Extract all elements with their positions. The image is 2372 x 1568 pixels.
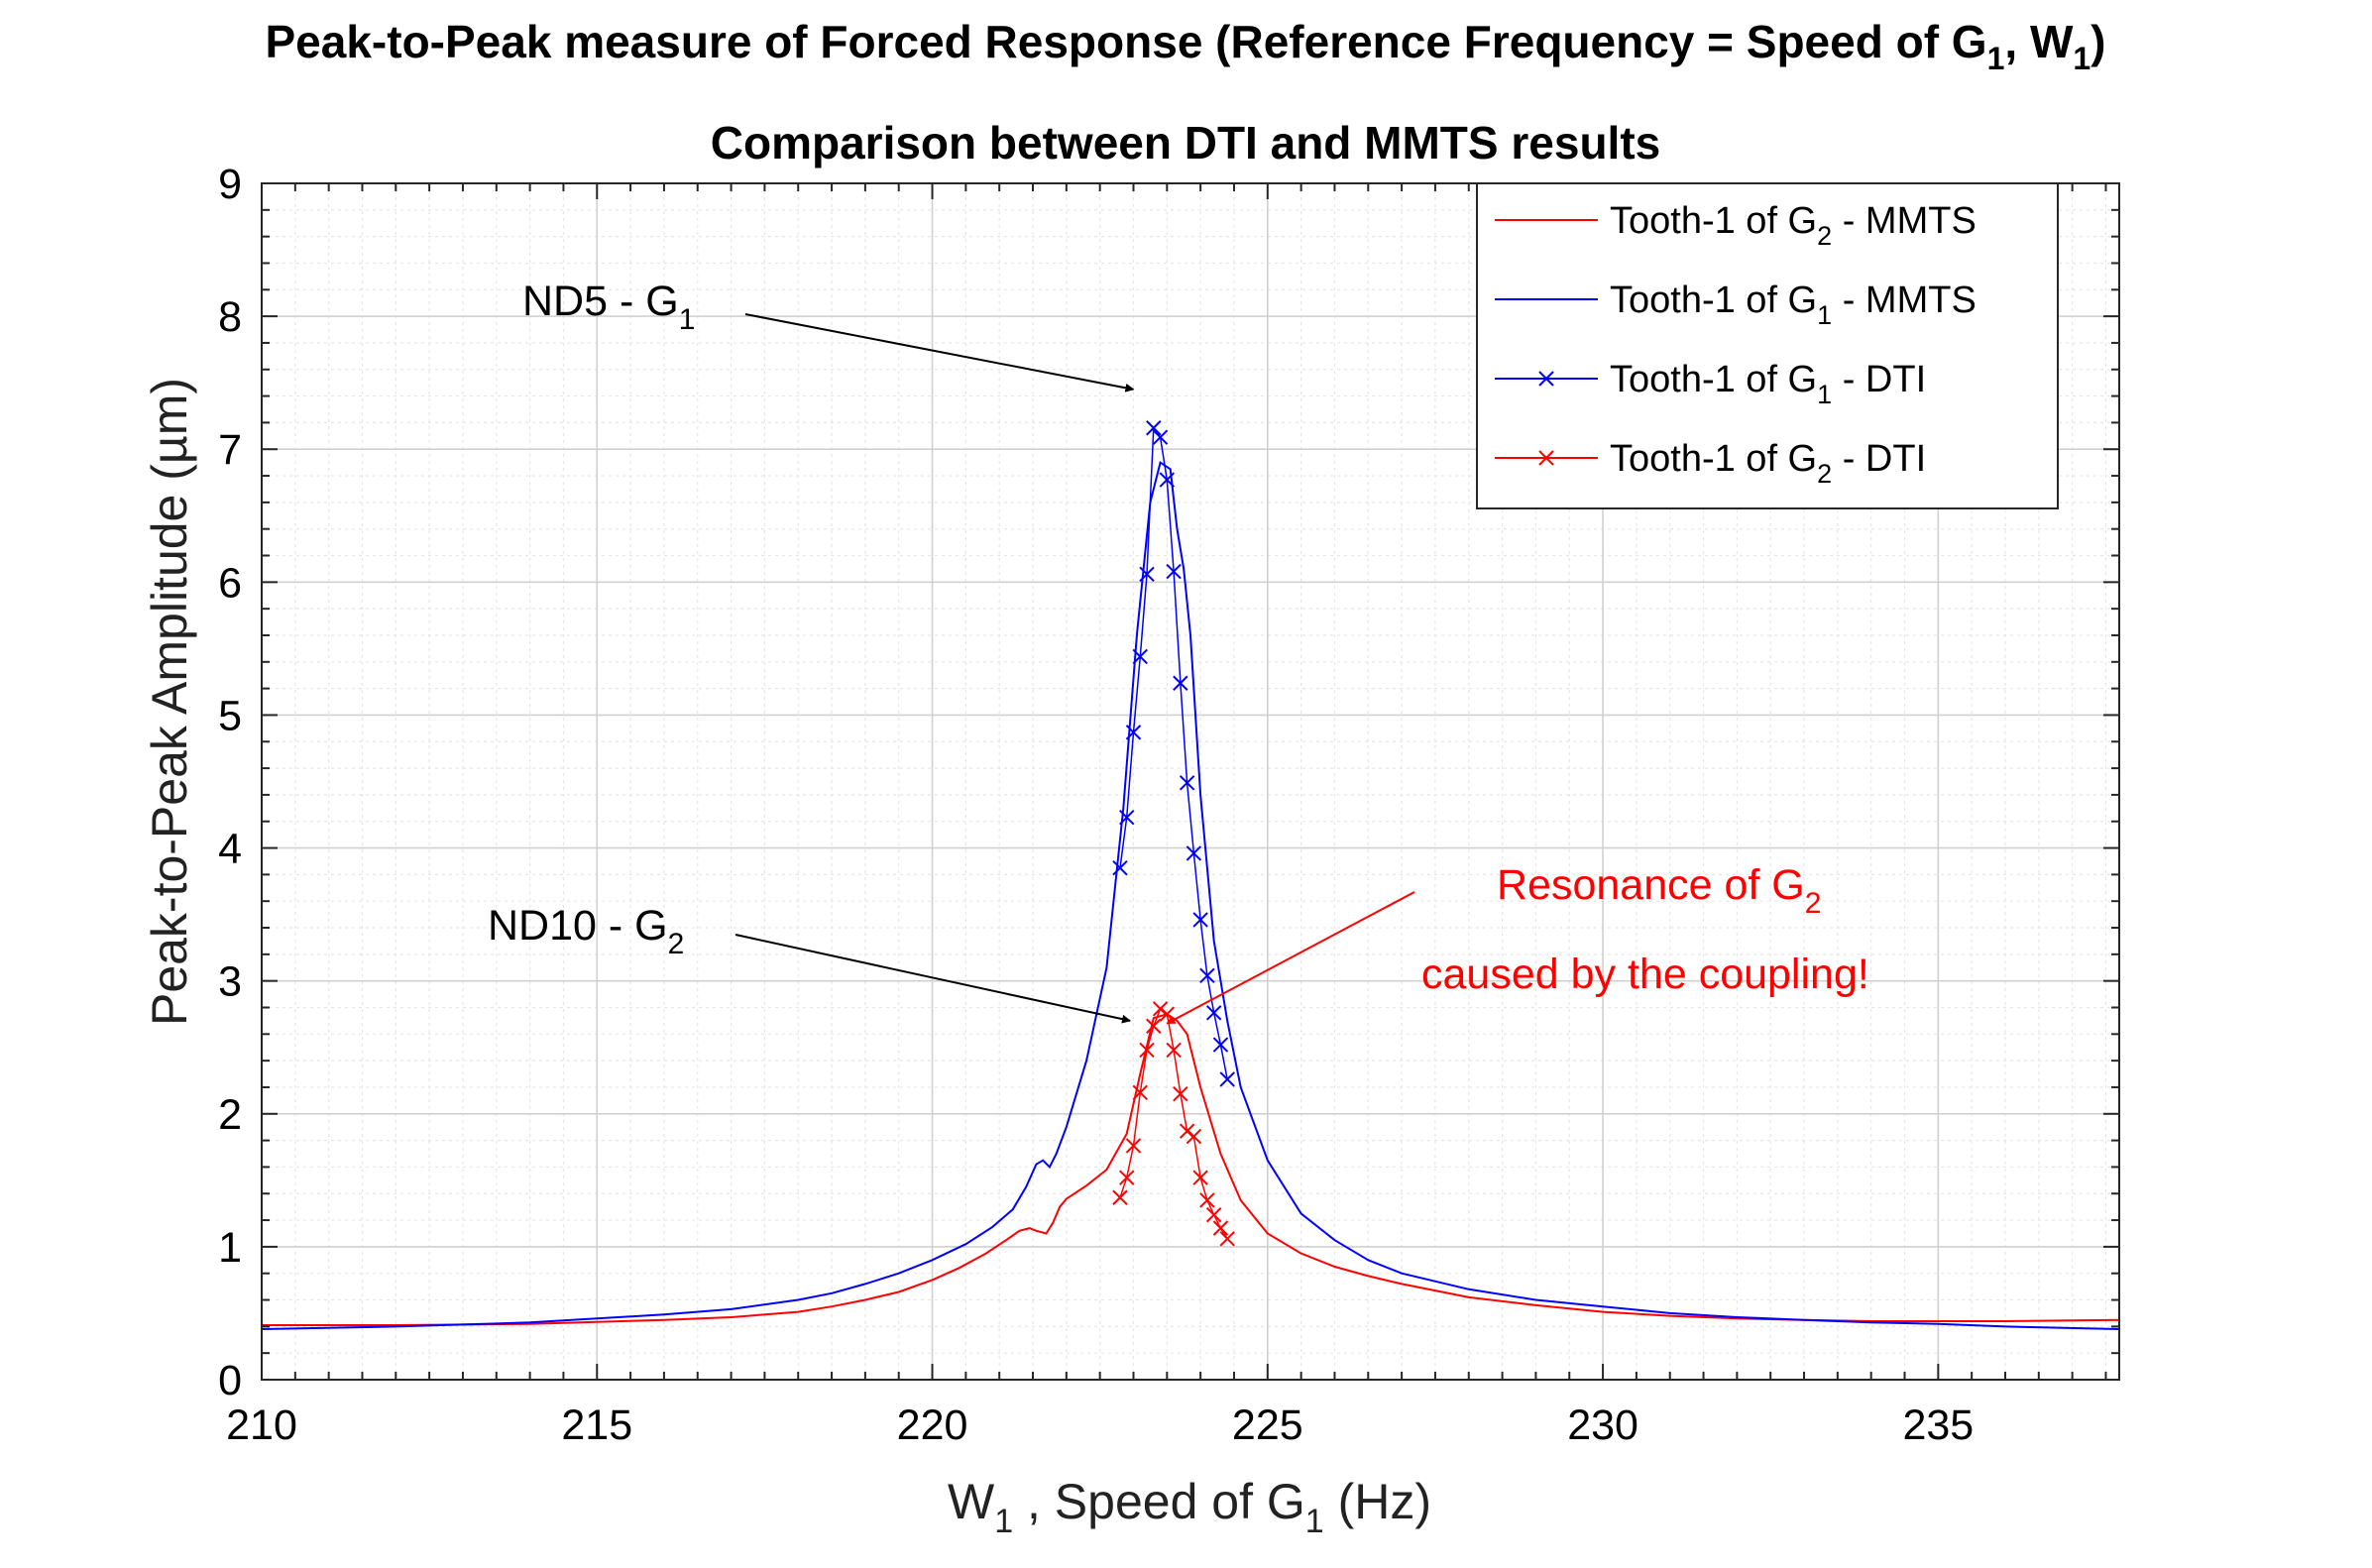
series-1-line	[261, 460, 2120, 1330]
y-tick-label: 5	[218, 692, 242, 739]
legend-marker-2	[1538, 371, 1554, 387]
series-2-marker	[1125, 725, 1142, 740]
y-tick-label: 6	[218, 559, 242, 607]
series-layer	[261, 420, 2120, 1330]
series-3-marker	[1119, 1170, 1135, 1185]
axes	[261, 182, 2120, 1381]
legend-label-2: Tooth-1 of G1 - DTI	[1610, 359, 1926, 409]
y-tick-label: 8	[218, 293, 242, 341]
series-2-marker	[1146, 420, 1162, 436]
series-3-marker	[1166, 1042, 1182, 1059]
y-tick-label: 3	[218, 958, 242, 1006]
series-2-marker	[1212, 1037, 1229, 1053]
annotation-nd10-arrow	[734, 934, 1131, 1024]
series-3-marker	[1139, 1042, 1155, 1059]
annotation-nd5-arrow	[744, 313, 1135, 392]
series-2-marker	[1205, 1005, 1222, 1021]
x-tick-label: 215	[561, 1401, 632, 1449]
annotation-nd10: ND10 - G2	[488, 902, 684, 960]
x-tick-label: 220	[897, 1401, 968, 1449]
legend-label-0: Tooth-1 of G2 - MMTS	[1610, 200, 1977, 251]
legend-label-1: Tooth-1 of G1 - MMTS	[1610, 280, 1977, 330]
series-2-marker	[1119, 810, 1135, 826]
annotation-resonance-arrow	[1166, 891, 1415, 1025]
y-axis-label: Peak-to-Peak Amplitude (µm)	[142, 378, 197, 1026]
series-3-marker	[1146, 1018, 1162, 1034]
chart-title-line2: Comparison between DTI and MMTS results	[711, 117, 1660, 168]
y-tick-label: 1	[218, 1224, 242, 1272]
annotation-nd5: ND5 - G1	[522, 278, 695, 336]
y-tick-label: 7	[218, 426, 242, 474]
series-2-marker	[1179, 775, 1195, 791]
series-2-marker	[1132, 648, 1148, 665]
annotations: ND5 - G1 ND10 - G2 Resonance of G2 cause…	[488, 278, 1869, 1025]
series-3-marker	[1173, 1085, 1188, 1102]
series-3-marker	[1212, 1220, 1229, 1236]
series-2-marker	[1112, 859, 1128, 876]
minor-gridlines	[262, 183, 2119, 1380]
y-tick-labels: 0 1 2 3 4 5 6 7 8 9	[218, 161, 242, 1404]
series-3-marker	[1132, 1084, 1148, 1101]
legend-label-3: Tooth-1 of G2 - DTI	[1610, 438, 1926, 489]
y-tick-label: 0	[218, 1357, 242, 1404]
series-3-marker	[1125, 1138, 1142, 1154]
x-axis-label: W1 , Speed of G1 (Hz)	[948, 1474, 1431, 1540]
y-tick-label: 2	[218, 1091, 242, 1139]
legend-marker-3	[1538, 450, 1554, 466]
series-3-marker	[1199, 1192, 1215, 1208]
series-2-marker	[1192, 912, 1208, 928]
x-tick-label: 230	[1567, 1401, 1638, 1449]
plot-frame	[261, 182, 2120, 1381]
series-2-marker	[1219, 1071, 1235, 1087]
series-2-marker	[1199, 967, 1215, 984]
y-tick-label: 4	[218, 826, 242, 873]
series-2-marker	[1166, 563, 1182, 580]
series-2-marker	[1139, 566, 1155, 582]
series-3-marker	[1192, 1170, 1208, 1185]
annotation-resonance-line1: Resonance of G2	[1497, 861, 1821, 920]
legend-box	[1476, 182, 2059, 509]
annotation-resonance-line2: caused by the coupling!	[1421, 951, 1869, 998]
y-tick-label: 9	[218, 161, 242, 208]
series-3-marker	[1112, 1189, 1128, 1205]
series-2-marker	[1186, 845, 1202, 861]
x-tick-label: 235	[1902, 1401, 1974, 1449]
x-tick-label: 225	[1232, 1401, 1303, 1449]
series-3-marker	[1219, 1231, 1235, 1247]
series-2-marker	[1173, 675, 1188, 691]
series-0-line	[262, 1013, 2120, 1326]
series-2-marker	[1152, 429, 1169, 445]
series-3-marker	[1205, 1206, 1222, 1223]
series-2-marker	[1159, 472, 1176, 488]
x-tick-label: 210	[226, 1401, 297, 1449]
x-tick-labels: 210 215 220 225 230 235	[226, 1401, 1974, 1449]
chart-title-line1: Peak-to-Peak measure of Forced Response …	[266, 16, 2106, 76]
series-3-marker	[1186, 1128, 1202, 1145]
legend: Tooth-1 of G2 - MMTS Tooth-1 of G1 - MMTS…	[1476, 182, 2059, 509]
